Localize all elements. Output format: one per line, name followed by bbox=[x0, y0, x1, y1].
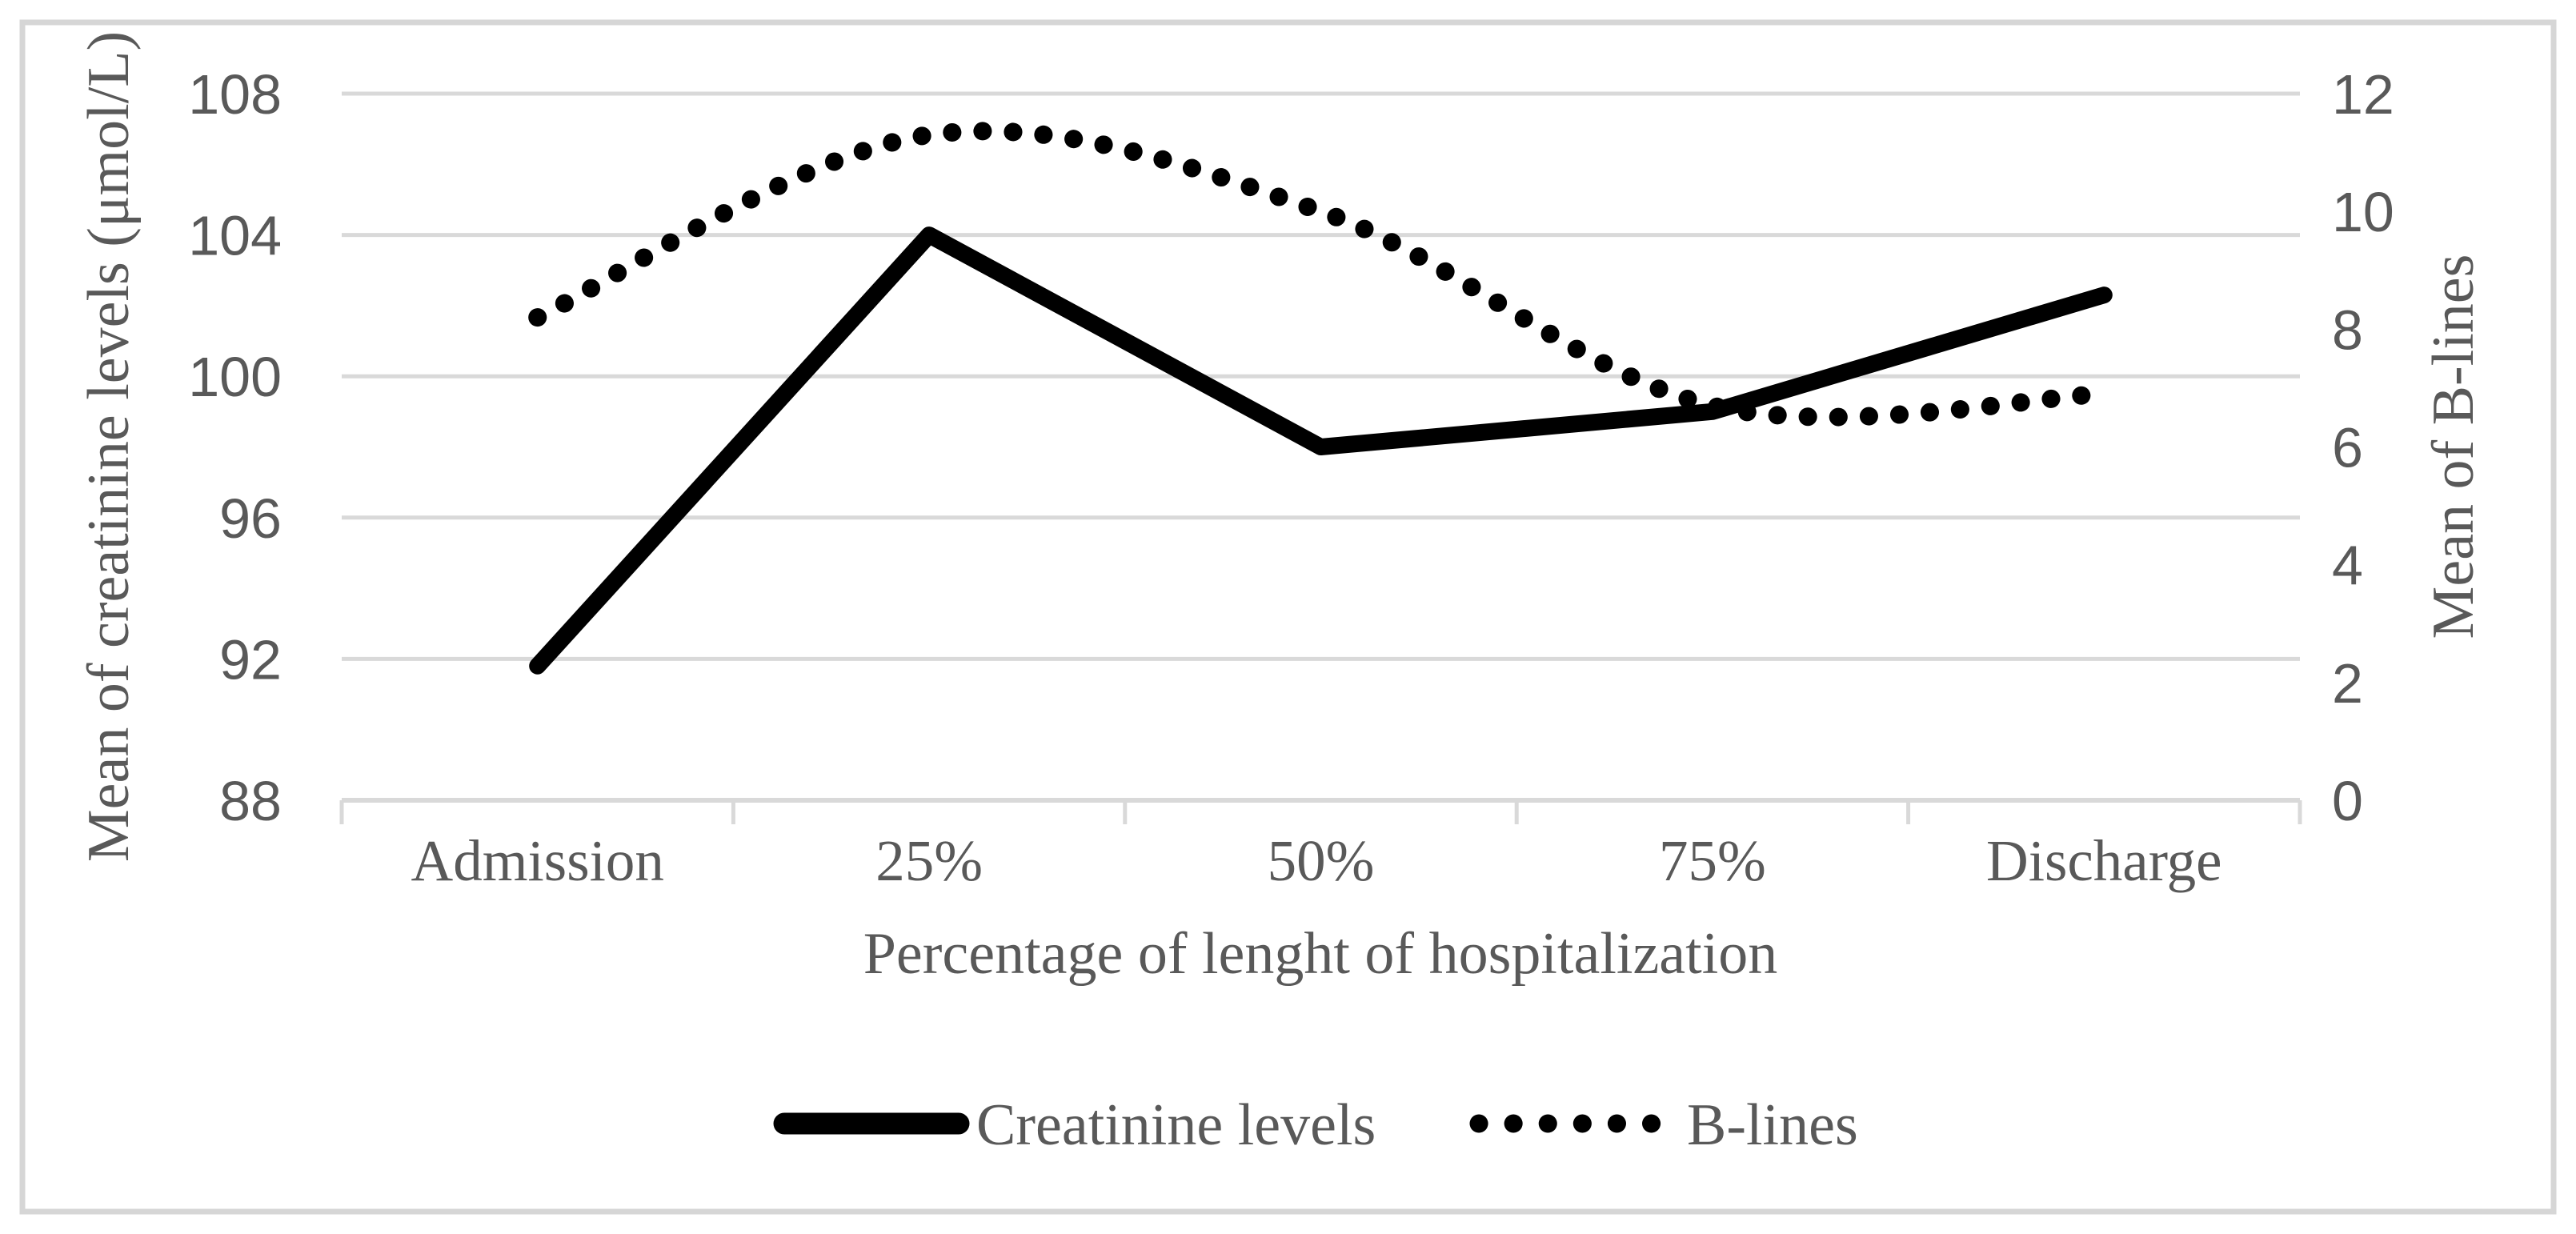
right-axis-title: Mean of B-lines bbox=[2421, 254, 2486, 639]
right-axis-tick-label: 0 bbox=[2332, 770, 2363, 832]
x-axis-category-labels: Admission 25% 50% 75% Discharge bbox=[411, 828, 2222, 893]
x-axis bbox=[339, 798, 2302, 824]
x-axis-title: Percentage of lenght of hospitalization bbox=[863, 921, 1778, 987]
series-blines-dotted-line bbox=[528, 122, 2113, 427]
x-axis-category-label: 50% bbox=[1268, 828, 1375, 893]
right-axis-tick-label: 10 bbox=[2332, 181, 2394, 243]
chart-border bbox=[19, 19, 2557, 1215]
x-axis-category-label: 25% bbox=[875, 828, 983, 893]
x-axis-category-label: 75% bbox=[1659, 828, 1766, 893]
right-axis-tick-labels: 12 10 8 6 4 2 0 bbox=[2332, 63, 2394, 832]
left-axis-title: Mean of creatinine levels (μmol/L) bbox=[76, 31, 142, 862]
legend: Creatinine levels B-lines bbox=[773, 1092, 1858, 1158]
left-axis-tick-label: 108 bbox=[188, 63, 282, 126]
left-axis-tick-label: 104 bbox=[188, 205, 282, 267]
legend-label-blines: B-lines bbox=[1687, 1092, 1858, 1158]
x-axis-category-label: Discharge bbox=[1986, 828, 2222, 893]
left-axis-tick-labels: 108 104 100 96 92 88 bbox=[188, 63, 282, 832]
left-axis-tick-label: 88 bbox=[219, 770, 282, 832]
left-axis-tick-label: 96 bbox=[219, 487, 282, 550]
right-axis-tick-label: 4 bbox=[2332, 535, 2363, 597]
left-axis-tick-label: 92 bbox=[219, 628, 282, 691]
right-axis-tick-label: 2 bbox=[2332, 652, 2363, 715]
left-axis-tick-label: 100 bbox=[188, 346, 282, 408]
right-axis-tick-label: 8 bbox=[2332, 298, 2363, 361]
x-axis-category-label: Admission bbox=[411, 828, 664, 893]
legend-label-creatinine: Creatinine levels bbox=[976, 1092, 1376, 1158]
right-axis-tick-label: 12 bbox=[2332, 63, 2394, 126]
series-creatinine-line bbox=[529, 226, 2113, 675]
right-axis-tick-label: 6 bbox=[2332, 417, 2363, 479]
